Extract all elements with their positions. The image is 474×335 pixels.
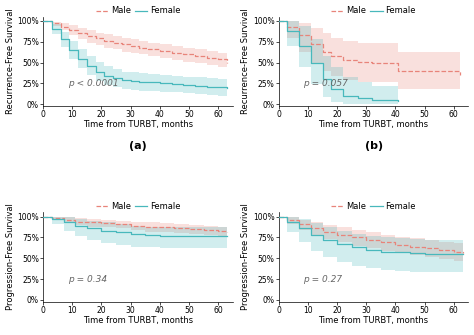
Y-axis label: Progression-Free Survival: Progression-Free Survival (241, 204, 250, 311)
Legend: Male, Female: Male, Female (328, 3, 419, 19)
Text: p = 0.27: p = 0.27 (303, 275, 343, 284)
X-axis label: Time from TURBT, months: Time from TURBT, months (83, 120, 193, 129)
Text: (a): (a) (129, 141, 147, 151)
Text: p = 0.34: p = 0.34 (68, 275, 107, 284)
Legend: Male, Female: Male, Female (92, 3, 183, 19)
Legend: Male, Female: Male, Female (92, 199, 183, 214)
Text: p < 0.0001: p < 0.0001 (68, 79, 118, 88)
Legend: Male, Female: Male, Female (328, 199, 419, 214)
Y-axis label: Recurrence-Free Survival: Recurrence-Free Survival (6, 8, 15, 114)
Text: (b): (b) (365, 141, 383, 151)
X-axis label: Time from TURBT, months: Time from TURBT, months (319, 316, 428, 325)
Text: p = 0.057: p = 0.057 (303, 79, 348, 88)
Y-axis label: Recurrence-Free Survival: Recurrence-Free Survival (241, 8, 250, 114)
X-axis label: Time from TURBT, months: Time from TURBT, months (319, 120, 428, 129)
X-axis label: Time from TURBT, months: Time from TURBT, months (83, 316, 193, 325)
Y-axis label: Progression-Free Survival: Progression-Free Survival (6, 204, 15, 311)
